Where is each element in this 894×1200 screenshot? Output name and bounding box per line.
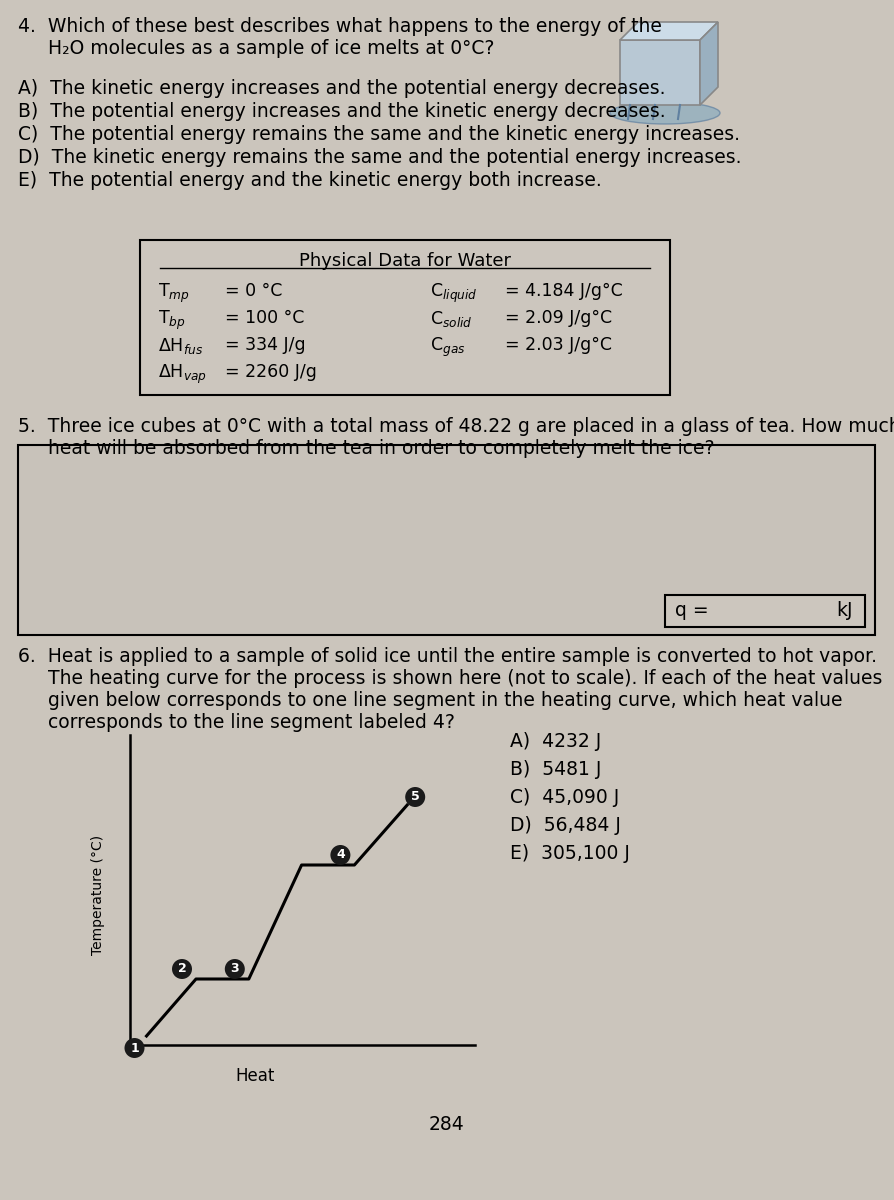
Text: C)  The potential energy remains the same and the kinetic energy increases.: C) The potential energy remains the same… (18, 125, 739, 144)
Bar (664, 595, 864, 626)
Text: E)  The potential energy and the kinetic energy both increase.: E) The potential energy and the kinetic … (18, 170, 601, 190)
Text: Physical Data for Water: Physical Data for Water (299, 252, 510, 270)
Text: = 0 °C: = 0 °C (224, 282, 283, 300)
Ellipse shape (610, 102, 719, 124)
Text: = 2.09 J/g°C: = 2.09 J/g°C (504, 308, 611, 326)
Circle shape (172, 959, 192, 979)
Text: = 334 J/g: = 334 J/g (224, 336, 305, 354)
Text: H₂O molecules as a sample of ice melts at 0°C?: H₂O molecules as a sample of ice melts a… (18, 38, 493, 58)
Polygon shape (620, 22, 717, 40)
Text: = 4.184 J/g°C: = 4.184 J/g°C (504, 282, 622, 300)
Text: = 100 °C: = 100 °C (224, 308, 304, 326)
Bar (18, 445, 874, 635)
Text: D)  56,484 J: D) 56,484 J (510, 816, 620, 835)
Text: C$_{solid}$: C$_{solid}$ (429, 308, 472, 329)
Circle shape (330, 845, 350, 865)
Text: ΔH$_{fus}$: ΔH$_{fus}$ (158, 336, 203, 356)
Text: given below corresponds to one line segment in the heating curve, which heat val: given below corresponds to one line segm… (18, 691, 841, 710)
Text: C$_{liquid}$: C$_{liquid}$ (429, 282, 477, 305)
Text: D)  The kinetic energy remains the same and the potential energy increases.: D) The kinetic energy remains the same a… (18, 148, 740, 167)
Text: B)  The potential energy increases and the kinetic energy decreases.: B) The potential energy increases and th… (18, 102, 665, 121)
Text: A)  4232 J: A) 4232 J (510, 732, 601, 751)
Text: heat will be absorbed from the tea in order to completely melt the ice?: heat will be absorbed from the tea in or… (18, 439, 713, 458)
Text: B)  5481 J: B) 5481 J (510, 760, 601, 779)
Text: q =: q = (674, 600, 708, 619)
Circle shape (224, 959, 245, 979)
Circle shape (405, 787, 425, 806)
Text: 2: 2 (177, 962, 186, 976)
Bar (139, 240, 670, 395)
Text: 4.  Which of these best describes what happens to the energy of the: 4. Which of these best describes what ha… (18, 17, 662, 36)
Circle shape (124, 1038, 144, 1058)
Text: ΔH$_{vap}$: ΔH$_{vap}$ (158, 362, 207, 386)
Text: C$_{gas}$: C$_{gas}$ (429, 336, 465, 359)
Text: corresponds to the line segment labeled 4?: corresponds to the line segment labeled … (18, 713, 454, 732)
Text: 6.  Heat is applied to a sample of solid ice until the entire sample is converte: 6. Heat is applied to a sample of solid … (18, 647, 876, 666)
Text: 5.  Three ice cubes at 0°C with a total mass of 48.22 g are placed in a glass of: 5. Three ice cubes at 0°C with a total m… (18, 416, 894, 436)
Text: 4: 4 (335, 848, 344, 862)
Text: = 2260 J/g: = 2260 J/g (224, 362, 316, 382)
Text: C)  45,090 J: C) 45,090 J (510, 788, 619, 806)
Text: 284: 284 (428, 1115, 464, 1134)
Text: A)  The kinetic energy increases and the potential energy decreases.: A) The kinetic energy increases and the … (18, 79, 665, 98)
Text: T$_{bp}$: T$_{bp}$ (158, 308, 185, 332)
Polygon shape (699, 22, 717, 104)
Text: 1: 1 (130, 1042, 139, 1055)
Text: 5: 5 (410, 791, 419, 804)
Text: T$_{mp}$: T$_{mp}$ (158, 282, 190, 305)
Text: 3: 3 (231, 962, 239, 976)
Text: = 2.03 J/g°C: = 2.03 J/g°C (504, 336, 611, 354)
Text: E)  305,100 J: E) 305,100 J (510, 844, 629, 863)
Text: Heat: Heat (235, 1067, 274, 1085)
Bar (620, 40, 699, 104)
Text: kJ: kJ (836, 600, 852, 619)
Text: The heating curve for the process is shown here (not to scale). If each of the h: The heating curve for the process is sho… (18, 670, 881, 688)
Text: Temperature (°C): Temperature (°C) (91, 835, 105, 955)
